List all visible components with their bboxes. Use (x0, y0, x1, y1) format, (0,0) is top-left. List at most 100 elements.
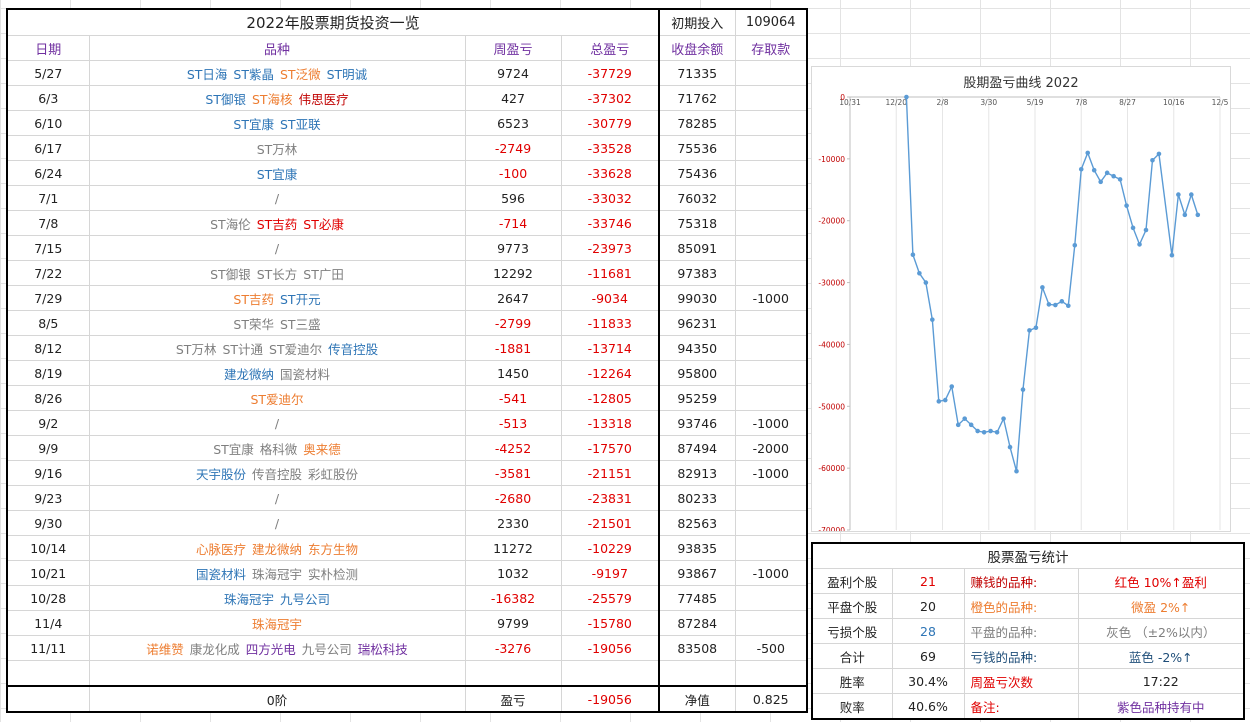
y-tick-label: -60000 (818, 464, 845, 473)
row-balance: 71335 (658, 60, 736, 86)
row-total: -37302 (560, 85, 660, 111)
row-items: ST御银 ST长方 ST广田 (88, 260, 466, 286)
data-point (968, 422, 974, 428)
row-date: 11/4 (6, 610, 90, 636)
row-total: -23831 (560, 485, 660, 511)
x-tick-label: 2/8 (936, 98, 948, 107)
row-total: -9034 (560, 285, 660, 311)
stats-cell-c: 赚钱的品种: (963, 568, 1079, 594)
footer-net-label: 净值 (658, 685, 736, 713)
stock-name: 国瓷材料 (195, 566, 246, 582)
stats-row: 胜率 30.4% 周盈亏次数 17:22 (811, 668, 1245, 694)
data-point (1046, 302, 1052, 307)
table-row: 6/10 ST宜康 ST亚联 6523 -30779 78285 (6, 110, 808, 136)
row-weekly: 6523 (464, 110, 562, 136)
row-deposit (734, 585, 808, 611)
row-total: -33032 (560, 185, 660, 211)
row-total: -25579 (560, 585, 660, 611)
data-point (1111, 173, 1116, 179)
table-row: 5/27 ST日海 ST紫晶 ST泛微 ST明诚 9724 -37729 71335 (6, 60, 808, 86)
row-total: -33628 (560, 160, 660, 186)
row-deposit (734, 610, 808, 636)
col-weekly: 周盈亏 (464, 35, 562, 61)
data-point (981, 429, 987, 435)
stats-cell-a: 胜率 (811, 668, 893, 694)
row-date: 7/29 (6, 285, 90, 311)
data-point (1027, 328, 1032, 333)
stats-cell-b: 20 (891, 593, 965, 619)
row-weekly: -541 (464, 385, 562, 411)
stock-name: ST计通 (222, 341, 264, 357)
row-weekly: -3581 (464, 460, 562, 486)
stock-name: 康龙化成 (189, 641, 240, 657)
row-items: 国瓷材料 珠海冠宇 实朴检测 (88, 560, 466, 586)
table-row: 6/17 ST万林 -2749 -33528 75536 (6, 135, 808, 161)
empty-cell (88, 660, 466, 687)
footer-pl-label: 盈亏 (464, 685, 562, 713)
table-row: 8/19 建龙微纳 国瓷材料 1450 -12264 95800 (6, 360, 808, 386)
empty-cell (658, 660, 736, 687)
stock-name: ST御银 (210, 266, 251, 282)
x-tick-label: 8/27 (1119, 98, 1136, 107)
footer-pl-value: -19056 (560, 685, 660, 713)
row-items: ST万林 (88, 135, 466, 161)
y-tick-label: -20000 (818, 217, 845, 226)
row-weekly: 1450 (464, 360, 562, 386)
data-point (1137, 242, 1142, 247)
row-deposit: -1000 (734, 285, 808, 311)
row-deposit (734, 85, 808, 111)
stats-cell-b: 21 (891, 568, 965, 594)
row-deposit: -500 (734, 635, 808, 661)
row-deposit: -1000 (734, 560, 808, 586)
y-tick-label: -10000 (818, 155, 845, 164)
stock-name: 彩虹股份 (308, 466, 359, 482)
row-balance: 75436 (658, 160, 736, 186)
row-items: ST宜康 (88, 160, 466, 186)
stock-name: 奥来德 (303, 441, 341, 457)
row-balance: 93835 (658, 535, 736, 561)
row-items: / (88, 410, 466, 436)
row-date: 9/30 (6, 510, 90, 536)
row-items: / (88, 235, 466, 261)
y-tick-label: -40000 (818, 340, 845, 349)
series-line (905, 96, 1199, 472)
row-balance: 80233 (658, 485, 736, 511)
y-tick-label: -70000 (818, 526, 845, 531)
row-deposit (734, 185, 808, 211)
initial-label: 初期投入 (658, 8, 736, 36)
row-balance: 83508 (658, 635, 736, 661)
row-weekly: -4252 (464, 435, 562, 461)
row-total: -37729 (560, 60, 660, 86)
data-point (1182, 212, 1188, 218)
table-row: 7/1 / 596 -33032 76032 (6, 185, 808, 211)
table-row: 10/14 心脉医疗 建龙微纳 东方生物 11272 -10229 93835 (6, 535, 808, 561)
row-weekly: 9724 (464, 60, 562, 86)
data-point (994, 429, 1000, 435)
row-total: -11833 (560, 310, 660, 336)
stats-cell-c: 备注: (963, 693, 1079, 720)
data-point (1066, 303, 1071, 309)
table-row: 6/3 ST御银 ST海核 伟思医疗 427 -37302 71762 (6, 85, 808, 111)
row-items: ST御银 ST海核 伟思医疗 (88, 85, 466, 111)
row-items: 诺维赞 康龙化成 四方光电 九号公司 瑞松科技 (88, 635, 466, 661)
sheet-title: 2022年股票期货投资一览 (6, 8, 660, 36)
row-date: 8/12 (6, 335, 90, 361)
stock-name: ST爱迪尔 (269, 341, 323, 357)
row-total: -15780 (560, 610, 660, 636)
data-point (936, 399, 942, 404)
title-row: 2022年股票期货投资一览 初期投入 109064 (6, 8, 808, 36)
row-weekly: 11272 (464, 535, 562, 561)
stats-cell-b: 30.4% (891, 668, 965, 694)
row-items: / (88, 485, 466, 511)
row-deposit (734, 310, 808, 336)
investment-table: 2022年股票期货投资一览 初期投入 109064 日期 品种 周盈亏 总盈亏 … (6, 8, 808, 713)
row-date: 7/15 (6, 235, 90, 261)
stock-name: ST亚联 (280, 116, 321, 132)
stats-cell-d: 紫色品种持有中 (1077, 693, 1245, 720)
stock-name: / (274, 415, 280, 431)
stock-name: / (274, 490, 280, 506)
row-deposit (734, 110, 808, 136)
row-items: ST荣华 ST三盛 (88, 310, 466, 336)
row-total: -21151 (560, 460, 660, 486)
row-balance: 71762 (658, 85, 736, 111)
